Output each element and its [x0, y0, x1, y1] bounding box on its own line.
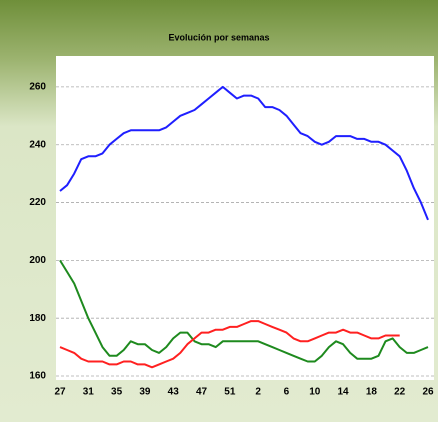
x-tick-label: 26: [422, 387, 434, 398]
y-tick-label: 240: [29, 139, 46, 150]
chart-title: Evolución por semanas: [168, 32, 269, 42]
x-tick-label: 27: [54, 387, 66, 398]
y-tick-label: 220: [29, 197, 46, 208]
y-tick-label: 180: [29, 313, 46, 324]
series-line: [59, 320, 400, 369]
x-tick-label: 31: [83, 387, 95, 398]
x-tick-label: 47: [196, 387, 208, 398]
x-tick-label: 43: [168, 387, 180, 398]
y-tick-label: 260: [29, 82, 46, 93]
x-tick-label: 22: [394, 387, 406, 398]
x-tick-label: 2: [255, 387, 261, 398]
series-line: [59, 259, 429, 363]
y-tick-label: 160: [29, 371, 46, 382]
x-tick-label: 10: [309, 387, 321, 398]
x-tick-label: 18: [366, 387, 378, 398]
x-tick-label: 51: [224, 387, 236, 398]
y-tick-label: 200: [29, 255, 46, 266]
x-tick-label: 6: [284, 387, 290, 398]
x-tick-label: 14: [338, 387, 350, 398]
x-tick-label: 35: [111, 387, 123, 398]
plot-area: [56, 56, 434, 380]
x-tick-label: 39: [139, 387, 151, 398]
series-line: [59, 85, 429, 221]
